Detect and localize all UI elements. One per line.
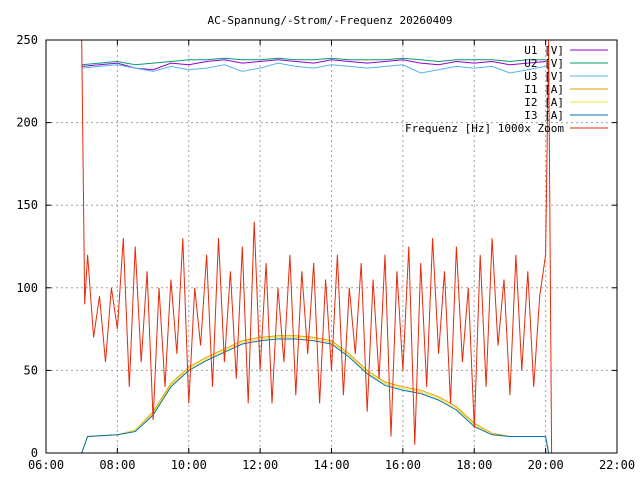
y-tick-label: 250 bbox=[16, 33, 38, 47]
legend-label: I2 [A] bbox=[524, 96, 564, 109]
series-line-0 bbox=[81, 59, 546, 71]
legend-label: I1 [A] bbox=[524, 83, 564, 96]
y-tick-label: 0 bbox=[31, 446, 38, 460]
legend-label: U3 [V] bbox=[524, 70, 564, 83]
y-tick-label: 100 bbox=[16, 281, 38, 295]
legend-label: I3 [A] bbox=[524, 109, 564, 122]
series-line-6 bbox=[81, 39, 553, 454]
y-tick-label: 200 bbox=[16, 116, 38, 130]
legend-label: U1 [V] bbox=[524, 44, 564, 57]
series-lines bbox=[81, 39, 553, 454]
series-line-1 bbox=[81, 57, 546, 66]
y-tick-label: 50 bbox=[24, 363, 38, 377]
axes: 06:00 08:00 10:00 12:00 14:00 16:00 18:00 20:00… bbox=[16, 33, 635, 472]
x-tick-label: 22:00 bbox=[599, 458, 635, 472]
legend-label: U2 [V] bbox=[524, 57, 564, 70]
legend-label: Frequenz [Hz] 1000x Zoom bbox=[405, 122, 564, 135]
legend: U1 [V]U2 [V]U3 [V]I1 [A]I2 [A]I3 [A]Freq… bbox=[405, 44, 608, 135]
x-tick-label: 20:00 bbox=[528, 458, 564, 472]
series-line-2 bbox=[81, 62, 546, 74]
x-tick-label: 16:00 bbox=[385, 458, 421, 472]
x-tick-label: 08:00 bbox=[99, 458, 135, 472]
plot-frame bbox=[45, 39, 618, 454]
x-tick-label: 18:00 bbox=[456, 458, 492, 472]
x-tick-label: 12:00 bbox=[242, 458, 278, 472]
chart-title: AC-Spannung/-Strom/-Frequenz 20260409 bbox=[207, 14, 452, 27]
x-tick-label: 06:00 bbox=[28, 458, 64, 472]
x-tick-label: 14:00 bbox=[313, 458, 349, 472]
y-tick-label: 150 bbox=[16, 198, 38, 212]
x-tick-label: 10:00 bbox=[171, 458, 207, 472]
